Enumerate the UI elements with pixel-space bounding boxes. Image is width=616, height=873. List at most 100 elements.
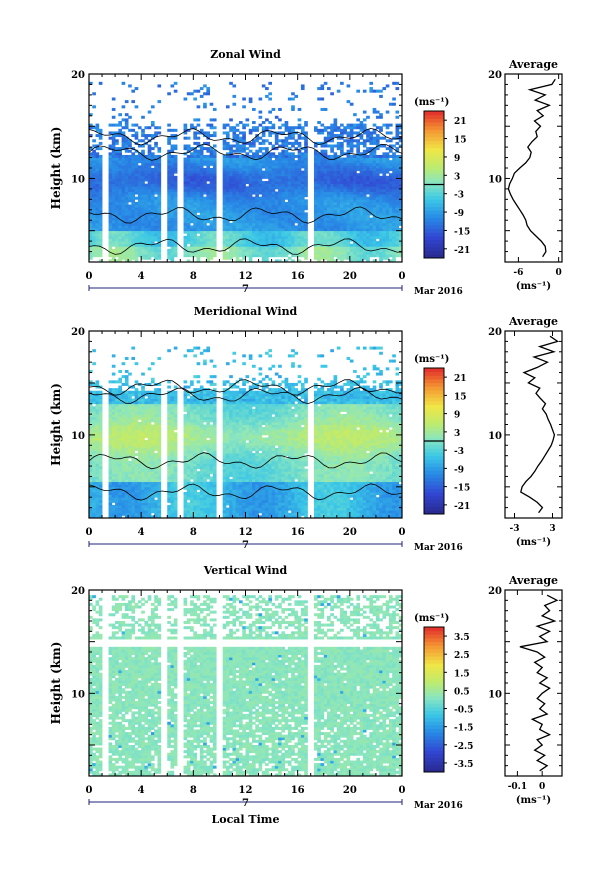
heatmap-cell bbox=[349, 220, 354, 224]
heatmap-cell bbox=[115, 419, 119, 423]
heatmap-cell bbox=[150, 188, 155, 192]
heatmap-cell bbox=[115, 201, 119, 205]
heatmap-cell bbox=[375, 115, 380, 119]
heatmap-cell bbox=[147, 235, 152, 239]
heatmap-cell bbox=[147, 217, 152, 221]
heatmap-cell bbox=[173, 225, 178, 229]
heatmap-cell bbox=[258, 199, 263, 203]
heatmap-cell bbox=[95, 421, 100, 425]
heatmap-cell bbox=[115, 492, 119, 496]
heatmap-cell bbox=[327, 201, 331, 205]
heatmap-cell bbox=[229, 196, 233, 200]
heatmap-cell bbox=[278, 183, 282, 187]
heatmap-cell bbox=[323, 149, 328, 153]
heatmap-cell bbox=[366, 241, 370, 245]
heatmap-cell bbox=[115, 141, 119, 145]
heatmap-cell bbox=[320, 248, 325, 252]
heatmap-cell bbox=[118, 455, 122, 459]
heatmap-cell bbox=[121, 411, 126, 415]
heatmap-cell bbox=[291, 217, 295, 221]
heatmap-cell bbox=[167, 241, 171, 245]
heatmap-cell bbox=[297, 170, 302, 174]
heatmap-cell bbox=[366, 215, 370, 219]
heatmap-cell bbox=[131, 254, 136, 258]
heatmap-cell bbox=[349, 126, 354, 130]
heatmap-cell bbox=[392, 178, 396, 182]
heatmap-cell bbox=[278, 199, 282, 203]
heatmap-cell bbox=[124, 168, 129, 172]
heatmap-cell bbox=[268, 186, 272, 190]
heatmap-cell bbox=[108, 243, 113, 247]
heatmap-cell bbox=[297, 207, 302, 211]
heatmap-cell bbox=[92, 204, 96, 208]
heatmap-cell bbox=[313, 207, 318, 211]
heatmap-cell bbox=[274, 165, 279, 169]
heatmap-cell bbox=[291, 160, 295, 164]
heatmap-cell bbox=[238, 212, 243, 216]
heatmap-cell bbox=[98, 424, 103, 428]
heatmap-cell bbox=[118, 212, 122, 216]
heatmap-cell bbox=[212, 222, 217, 226]
heatmap-cell bbox=[137, 178, 142, 182]
heatmap-cell bbox=[297, 126, 302, 130]
heatmap-cell bbox=[258, 248, 263, 252]
heatmap-cell bbox=[392, 201, 396, 205]
heatmap-cell bbox=[395, 191, 400, 195]
heatmap-cell bbox=[336, 126, 341, 130]
heatmap-cell bbox=[95, 515, 100, 519]
heatmap-cell bbox=[235, 230, 240, 234]
heatmap-cell bbox=[173, 254, 178, 258]
heatmap-cell bbox=[252, 251, 256, 255]
heatmap-cell bbox=[222, 256, 227, 260]
heatmap-cell bbox=[206, 154, 211, 158]
heatmap-cell bbox=[323, 248, 328, 252]
heatmap-cell bbox=[141, 201, 145, 205]
heatmap-cell bbox=[131, 458, 136, 462]
heatmap-cell bbox=[304, 238, 308, 242]
heatmap-cell bbox=[294, 233, 299, 237]
heatmap-cell bbox=[359, 251, 364, 255]
heatmap-cell bbox=[92, 144, 96, 148]
heatmap-cell bbox=[356, 139, 361, 143]
heatmap-cell bbox=[398, 215, 403, 219]
heatmap-cell bbox=[98, 416, 103, 420]
heatmap-cell bbox=[232, 220, 237, 224]
heatmap-cell bbox=[131, 473, 136, 477]
heatmap-cell bbox=[115, 432, 119, 436]
heatmap-cell bbox=[395, 238, 400, 242]
heatmap-cell bbox=[225, 170, 230, 174]
heatmap-cell bbox=[144, 136, 149, 140]
heatmap-cell bbox=[222, 235, 227, 239]
heatmap-cell bbox=[124, 215, 129, 219]
heatmap-cell bbox=[222, 170, 227, 174]
heatmap-cell bbox=[190, 92, 194, 96]
heatmap-cell bbox=[170, 199, 175, 203]
heatmap-cell bbox=[108, 502, 113, 506]
heatmap-cell bbox=[359, 183, 364, 187]
heatmap-cell bbox=[203, 235, 207, 239]
heatmap-cell bbox=[98, 228, 103, 232]
heatmap-cell bbox=[317, 241, 321, 245]
heatmap-cell bbox=[118, 460, 122, 464]
heatmap-cell bbox=[359, 152, 364, 156]
heatmap-cell bbox=[330, 173, 334, 177]
heatmap-cell bbox=[89, 505, 93, 509]
heatmap-cell bbox=[369, 147, 374, 151]
heatmap-cell bbox=[222, 212, 227, 216]
heatmap-cell bbox=[209, 194, 214, 198]
heatmap-cell bbox=[336, 215, 341, 219]
heatmap-cell bbox=[261, 238, 266, 242]
heatmap-cell bbox=[333, 196, 338, 200]
heatmap-cell bbox=[258, 160, 263, 164]
heatmap-cell bbox=[134, 401, 139, 405]
heatmap-cell bbox=[115, 429, 119, 433]
heatmap-cell bbox=[199, 173, 204, 177]
heatmap-cell bbox=[330, 139, 334, 143]
heatmap-cell bbox=[121, 199, 126, 203]
heatmap-cell bbox=[359, 136, 364, 140]
heatmap-cell bbox=[398, 123, 403, 127]
heatmap-cell bbox=[121, 494, 126, 498]
heatmap-cell bbox=[242, 207, 246, 211]
heatmap-cell bbox=[359, 123, 364, 127]
